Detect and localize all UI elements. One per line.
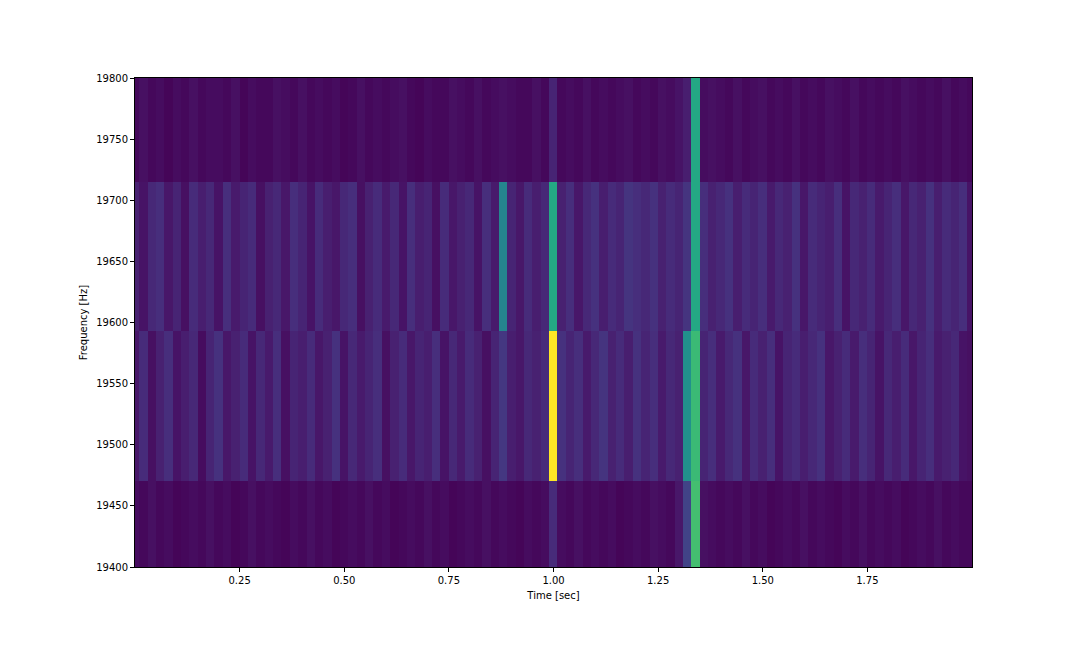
- svg-text:1.50: 1.50: [752, 575, 774, 586]
- svg-text:0.75: 0.75: [438, 575, 460, 586]
- svg-text:1.75: 1.75: [856, 575, 878, 586]
- svg-text:19800: 19800: [96, 73, 128, 84]
- svg-text:19750: 19750: [96, 134, 128, 145]
- svg-text:Time [sec]: Time [sec]: [526, 590, 579, 601]
- svg-text:0.50: 0.50: [333, 575, 355, 586]
- svg-text:1.25: 1.25: [647, 575, 669, 586]
- svg-text:19700: 19700: [96, 195, 128, 206]
- svg-text:19450: 19450: [96, 500, 128, 511]
- svg-text:19500: 19500: [96, 439, 128, 450]
- svg-text:19600: 19600: [96, 317, 128, 328]
- svg-text:19550: 19550: [96, 378, 128, 389]
- svg-text:Frequency [Hz]: Frequency [Hz]: [78, 285, 89, 361]
- svg-text:1.00: 1.00: [542, 575, 564, 586]
- svg-text:19650: 19650: [96, 256, 128, 267]
- svg-text:19400: 19400: [96, 562, 128, 573]
- svg-text:0.25: 0.25: [228, 575, 250, 586]
